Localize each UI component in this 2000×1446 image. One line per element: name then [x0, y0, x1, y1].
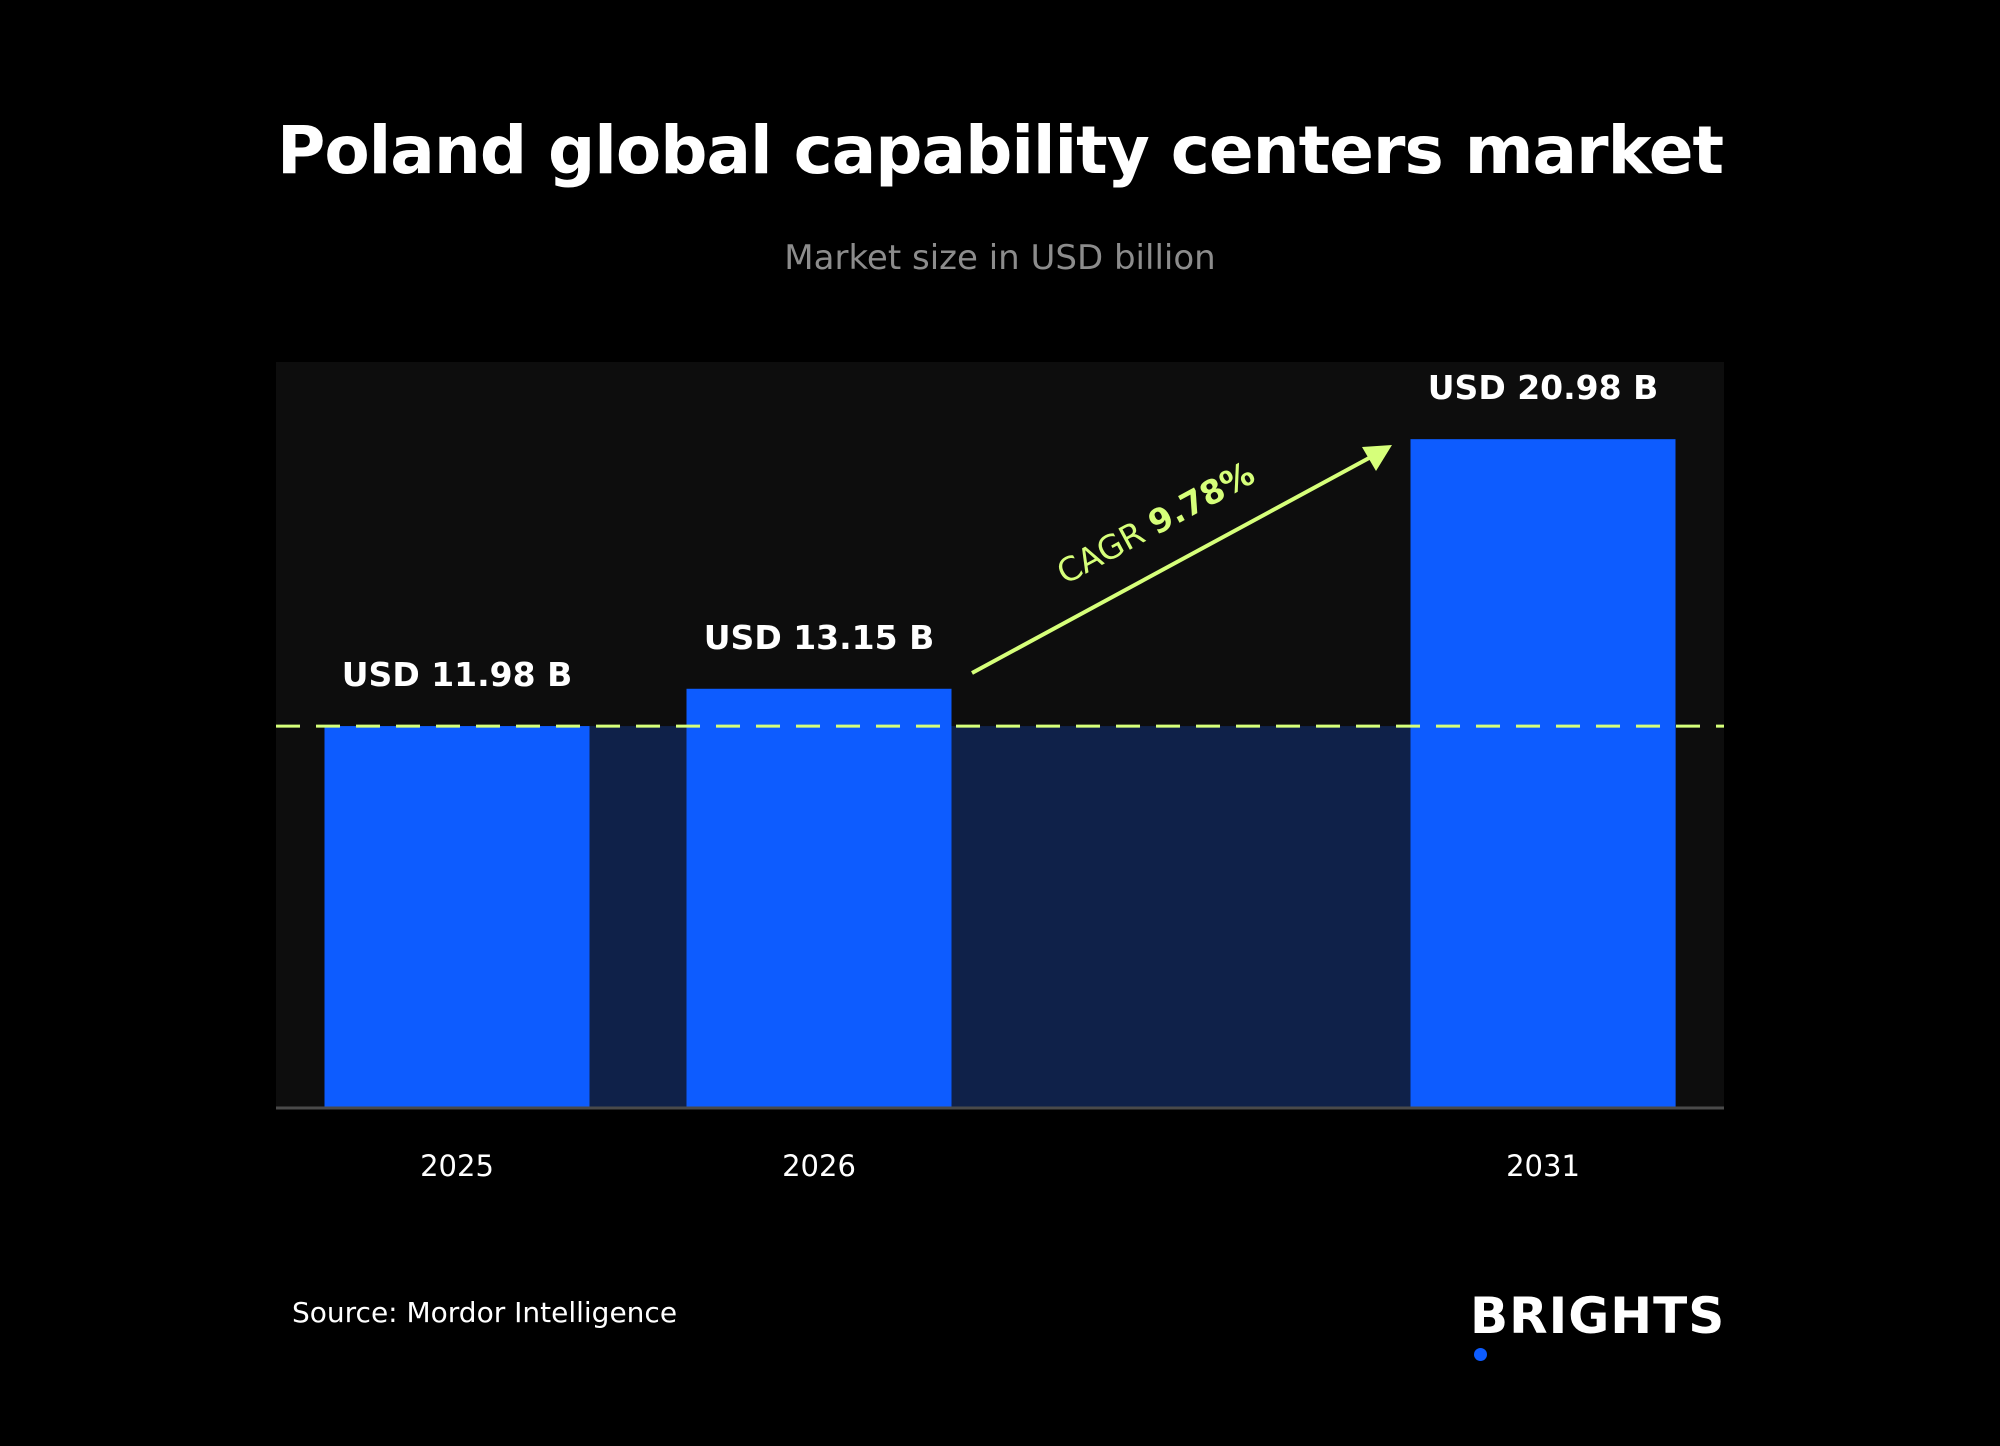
cagr-arrow-line [971, 449, 1383, 675]
bar-2026 [686, 688, 952, 1108]
x-tick-label-2025: 2025 [420, 1149, 494, 1183]
x-tick-label-2031: 2031 [1506, 1149, 1580, 1183]
x-tick-label-2026: 2026 [782, 1149, 856, 1183]
cagr-arrowhead-icon [1362, 445, 1392, 471]
logo-wordmark: BRIGHTS [1470, 1287, 1726, 1345]
value-label-2026: USD 13.15 B [704, 618, 934, 657]
value-label-2031: USD 20.98 B [1428, 368, 1658, 407]
bar-2031 [1410, 439, 1676, 1109]
chart-title: Poland global capability centers market [276, 112, 1724, 189]
logo-dot-icon [1474, 1348, 1487, 1361]
bar-2025 [324, 726, 590, 1108]
value-label-2025: USD 11.98 B [342, 655, 572, 694]
brights-logo: BRIGHTS [1470, 1286, 1724, 1361]
chart-subtitle: Market size in USD billion [784, 238, 1216, 278]
source-note: Source: Mordor Intelligence [292, 1296, 678, 1329]
